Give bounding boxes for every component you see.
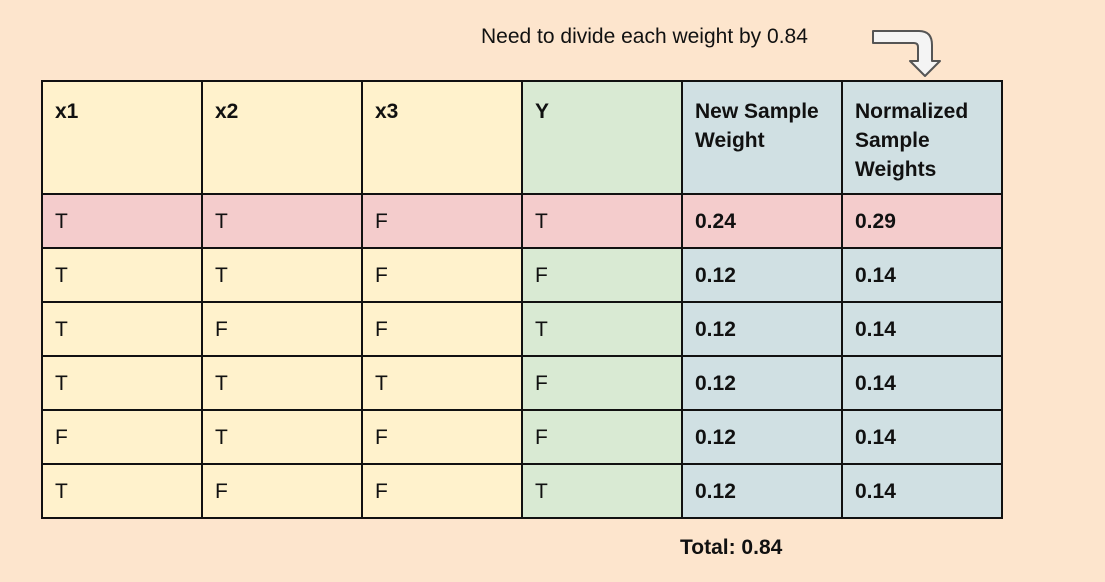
header-y: Y [521,80,683,195]
cell-y: T [521,193,683,249]
header-new-sample-weight: New Sample Weight [681,80,843,195]
cell-x3: F [361,409,523,465]
cell-x2: F [201,463,363,519]
table-header-row: x1 x2 x3 Y New Sample Weight Normalized … [41,80,1003,195]
cell-x1: T [41,301,203,357]
cell-new-weight: 0.12 [681,247,843,303]
cell-y: T [521,463,683,519]
cell-normalized-weight: 0.14 [841,301,1003,357]
cell-x3: F [361,301,523,357]
cell-x3: F [361,463,523,519]
cell-y: T [521,301,683,357]
cell-x2: T [201,247,363,303]
cell-x3: T [361,355,523,411]
cell-normalized-weight: 0.14 [841,355,1003,411]
header-normalized-sample-weights: Normalized Sample Weights [841,80,1003,195]
cell-normalized-weight: 0.29 [841,193,1003,249]
cell-x3: F [361,193,523,249]
cell-x1: T [41,355,203,411]
cell-x1: T [41,247,203,303]
cell-x3: F [361,247,523,303]
cell-x2: T [201,193,363,249]
curved-arrow-icon [872,30,941,77]
table-row: T T F F 0.12 0.14 [41,247,1003,303]
table-row: F T F F 0.12 0.14 [41,409,1003,465]
header-x3: x3 [361,80,523,195]
cell-new-weight: 0.24 [681,193,843,249]
cell-y: F [521,409,683,465]
cell-x2: T [201,355,363,411]
cell-x2: T [201,409,363,465]
cell-new-weight: 0.12 [681,409,843,465]
sample-weights-table: x1 x2 x3 Y New Sample Weight Normalized … [41,80,1003,519]
annotation-note: Need to divide each weight by 0.84 [481,25,808,48]
header-x2: x2 [201,80,363,195]
cell-x1: F [41,409,203,465]
table-row: T T F T 0.24 0.29 [41,193,1003,249]
cell-normalized-weight: 0.14 [841,247,1003,303]
cell-y: F [521,355,683,411]
cell-normalized-weight: 0.14 [841,409,1003,465]
total-label: Total: 0.84 [680,536,783,559]
cell-new-weight: 0.12 [681,463,843,519]
cell-y: F [521,247,683,303]
table-row: T F F T 0.12 0.14 [41,301,1003,357]
cell-new-weight: 0.12 [681,355,843,411]
header-x1: x1 [41,80,203,195]
cell-normalized-weight: 0.14 [841,463,1003,519]
cell-x1: T [41,193,203,249]
table-row: T T T F 0.12 0.14 [41,355,1003,411]
cell-new-weight: 0.12 [681,301,843,357]
table-row: T F F T 0.12 0.14 [41,463,1003,519]
cell-x1: T [41,463,203,519]
cell-x2: F [201,301,363,357]
